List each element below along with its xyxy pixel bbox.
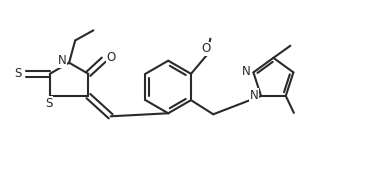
- Text: S: S: [15, 67, 22, 80]
- Text: O: O: [202, 42, 211, 55]
- Text: N: N: [57, 54, 66, 67]
- Text: N: N: [242, 65, 251, 78]
- Text: S: S: [45, 97, 52, 110]
- Text: O: O: [106, 51, 115, 64]
- Text: N: N: [249, 89, 258, 102]
